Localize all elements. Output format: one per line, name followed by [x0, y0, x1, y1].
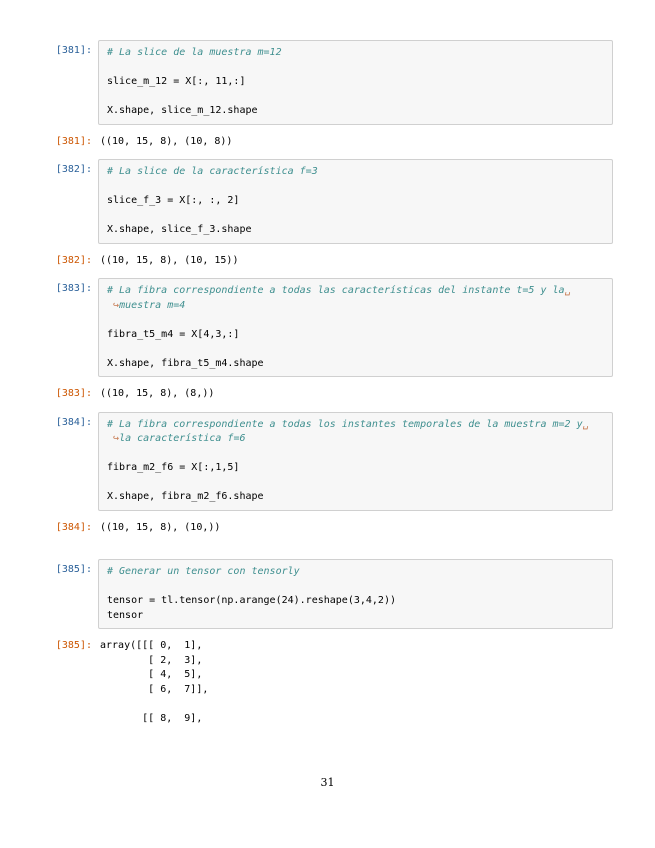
- prompt-in-382: [382]:: [42, 159, 98, 175]
- prompt-out-382: [382]:: [42, 250, 98, 266]
- prompt-out-381: [381]:: [42, 131, 98, 147]
- comment-line2: ↪la característica f=6: [107, 433, 246, 444]
- comment-line2: ↪muestra m=4: [107, 300, 185, 311]
- output-382: ((10, 15, 8), (10, 15)): [98, 250, 613, 273]
- output-381: ((10, 15, 8), (10, 8)): [98, 131, 613, 154]
- prompt-out-385: [385]:: [42, 635, 98, 651]
- prompt-in-384: [384]:: [42, 412, 98, 428]
- cell-input-383: [383]: # La fibra correspondiente a toda…: [42, 278, 613, 377]
- prompt-in-383: [383]:: [42, 278, 98, 294]
- prompt-out-384: [384]:: [42, 517, 98, 533]
- output-383: ((10, 15, 8), (8,)): [98, 383, 613, 406]
- notebook-page: [381]: # La slice de la muestra m=12 sli…: [0, 0, 655, 809]
- cell-input-382: [382]: # La slice de la característica f…: [42, 159, 613, 244]
- code-body: fibra_t5_m4 = X[4,3,:] X.shape, fibra_t5…: [107, 329, 264, 369]
- code-383: # La fibra correspondiente a todas las c…: [98, 278, 613, 377]
- prompt-in-385: [385]:: [42, 559, 98, 575]
- comment: # Generar un tensor con tensorly: [107, 566, 300, 577]
- code-body: slice_f_3 = X[:, :, 2] X.shape, slice_f_…: [107, 195, 252, 235]
- comment: # La slice de la característica f=3: [107, 166, 318, 177]
- code-body: fibra_m2_f6 = X[:,1,5] X.shape, fibra_m2…: [107, 462, 264, 502]
- cell-output-383: [383]: ((10, 15, 8), (8,)): [42, 383, 613, 406]
- output-384: ((10, 15, 8), (10,)): [98, 517, 613, 540]
- cell-input-384: [384]: # La fibra correspondiente a toda…: [42, 412, 613, 511]
- cell-output-382: [382]: ((10, 15, 8), (10, 15)): [42, 250, 613, 273]
- comment-line1: # La fibra correspondiente a todas los i…: [107, 419, 589, 430]
- prompt-out-383: [383]:: [42, 383, 98, 399]
- code-381: # La slice de la muestra m=12 slice_m_12…: [98, 40, 613, 125]
- comment: # La slice de la muestra m=12: [107, 47, 282, 58]
- output-385: array([[[ 0, 1], [ 2, 3], [ 4, 5], [ 6, …: [98, 635, 613, 730]
- code-382: # La slice de la característica f=3 slic…: [98, 159, 613, 244]
- code-385: # Generar un tensor con tensorly tensor …: [98, 559, 613, 629]
- code-384: # La fibra correspondiente a todas los i…: [98, 412, 613, 511]
- prompt-in-381: [381]:: [42, 40, 98, 56]
- page-number: 31: [42, 776, 613, 789]
- cell-input-381: [381]: # La slice de la muestra m=12 sli…: [42, 40, 613, 125]
- cell-output-385: [385]: array([[[ 0, 1], [ 2, 3], [ 4, 5]…: [42, 635, 613, 730]
- code-body: slice_m_12 = X[:, 11,:] X.shape, slice_m…: [107, 76, 258, 116]
- code-body: tensor = tl.tensor(np.arange(24).reshape…: [107, 595, 396, 621]
- cell-output-384: [384]: ((10, 15, 8), (10,)): [42, 517, 613, 540]
- comment-line1: # La fibra correspondiente a todas las c…: [107, 285, 571, 296]
- cell-input-385: [385]: # Generar un tensor con tensorly …: [42, 559, 613, 629]
- cell-output-381: [381]: ((10, 15, 8), (10, 8)): [42, 131, 613, 154]
